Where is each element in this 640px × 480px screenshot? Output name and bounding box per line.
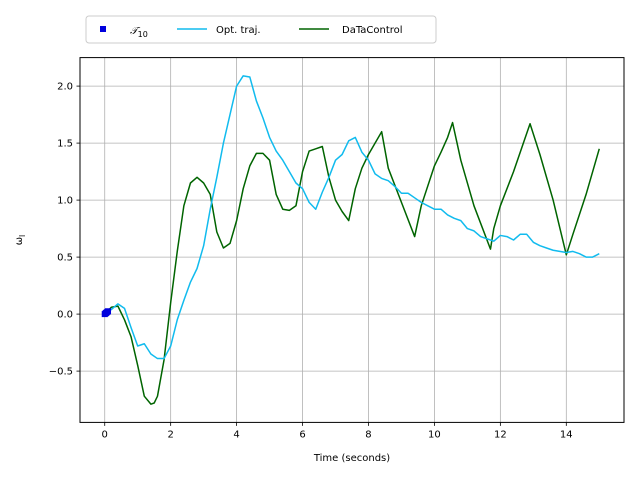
x-axis-label: Time (seconds): [313, 453, 390, 464]
legend-label-t10-subscript: 10: [138, 30, 148, 39]
x-tick-label: 6: [299, 429, 305, 440]
series-line-datacontrol: [104, 121, 600, 405]
series-marker-t10: [105, 308, 112, 315]
y-tick-label: 0.0: [57, 310, 73, 321]
legend-label-t10: 𝒯10: [130, 26, 148, 39]
y-tick-label: 2.0: [57, 82, 73, 93]
legend-label-opt: Opt. traj.: [216, 25, 261, 36]
x-tick-label: 4: [233, 429, 239, 440]
plot-frame: [79, 57, 625, 423]
series-layer: [101, 75, 600, 405]
legend-label-dtc: DaTaControl: [342, 25, 403, 36]
x-tick-label: 12: [494, 429, 507, 440]
y-tick-label: 1.5: [57, 139, 73, 150]
legend: 𝒯10 Opt. traj. DaTaControl: [85, 15, 437, 44]
y-axis-label-symbol: ω: [14, 237, 25, 245]
x-tick-label: 0: [102, 429, 108, 440]
legend-label-t10-symbol: 𝒯: [130, 26, 141, 37]
y-tick-label: 0.5: [57, 253, 73, 264]
y-axis-ticks: −0.5 0.0 0.5 1.0 1.5 2.0: [49, 82, 80, 378]
y-tick-label: 1.0: [57, 196, 73, 207]
series-line-opt-traj: [104, 75, 600, 360]
x-tick-label: 8: [365, 429, 371, 440]
x-axis-ticks: 0 2 4 6 8 10 12 14: [102, 422, 573, 440]
legend-box: [85, 15, 437, 44]
x-tick-label: 14: [560, 429, 573, 440]
x-tick-label: 2: [167, 429, 173, 440]
y-axis-label-subscript: l: [18, 235, 27, 237]
y-axis-label: ωl: [14, 235, 27, 246]
y-tick-label: −0.5: [49, 367, 73, 378]
x-tick-label: 10: [428, 429, 441, 440]
legend-marker-swatch: [100, 26, 106, 32]
grid: [80, 57, 624, 423]
